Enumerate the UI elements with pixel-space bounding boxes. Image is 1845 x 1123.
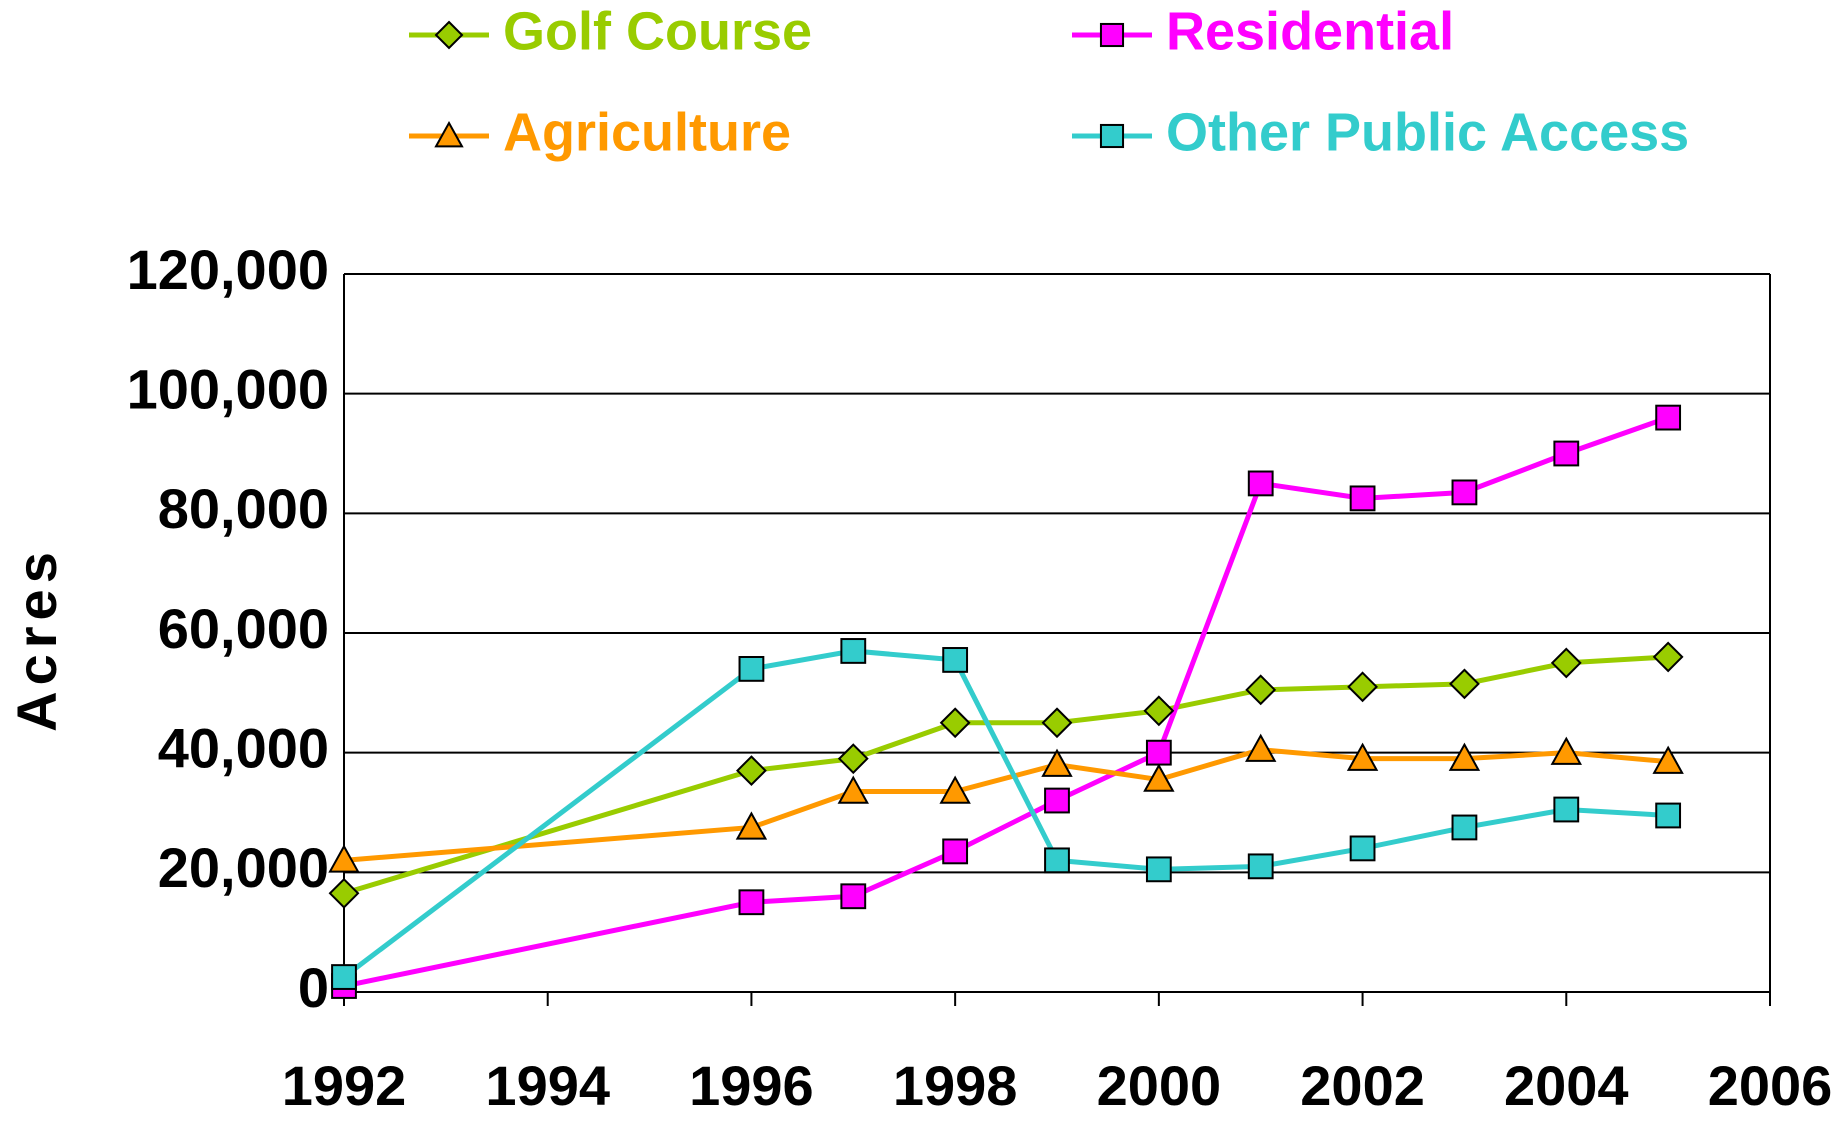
marker (837, 775, 869, 804)
marker (1652, 745, 1684, 774)
legend-label: Residential (1166, 1, 1454, 61)
marker (1347, 671, 1378, 703)
marker (1550, 736, 1582, 765)
marker (1550, 647, 1582, 679)
marker (1145, 856, 1172, 883)
marker (942, 647, 969, 673)
x-tick-label: 1994 (485, 1054, 610, 1117)
marker (1145, 739, 1172, 766)
marker (736, 755, 767, 787)
x-tick-label: 1992 (282, 1054, 407, 1117)
marker (1041, 748, 1073, 777)
marker (1044, 847, 1070, 874)
marker (939, 707, 971, 739)
marker (1245, 674, 1277, 706)
marker (1451, 479, 1478, 506)
marker (840, 883, 867, 910)
legend-marker (434, 120, 464, 148)
marker (1553, 440, 1580, 467)
legend-marker (434, 20, 464, 50)
y-tick-label: 100,000 (127, 357, 329, 420)
x-tick-label: 2004 (1504, 1054, 1629, 1117)
marker (1247, 853, 1274, 880)
legend-label: Other Public Access (1166, 102, 1689, 162)
marker (1245, 733, 1277, 762)
x-tick-label: 2000 (1097, 1054, 1222, 1117)
marker (1449, 668, 1480, 700)
x-tick-label: 2006 (1708, 1054, 1833, 1117)
marker (939, 775, 971, 804)
x-tick-label: 1998 (893, 1054, 1018, 1117)
marker (1349, 485, 1376, 512)
y-tick-label: 40,000 (158, 716, 329, 779)
marker (738, 889, 765, 916)
marker (1655, 404, 1682, 431)
marker (840, 638, 867, 664)
marker (1448, 742, 1481, 771)
legend-label: Golf Course (503, 1, 812, 61)
y-tick-label: 60,000 (158, 597, 329, 660)
y-axis-label: Acres (5, 546, 68, 732)
x-tick-label: 2002 (1300, 1054, 1425, 1117)
marker (738, 656, 765, 682)
marker (328, 877, 360, 909)
x-tick-label: 1996 (689, 1054, 814, 1117)
marker (1346, 742, 1379, 771)
marker (735, 811, 768, 840)
y-tick-label: 20,000 (158, 836, 329, 899)
marker (942, 838, 969, 865)
y-tick-label: 0 (298, 956, 329, 1019)
marker (1553, 796, 1580, 823)
marker (1044, 787, 1070, 814)
marker (1143, 695, 1175, 727)
marker (331, 964, 357, 990)
legend-marker (1099, 123, 1125, 149)
marker (1349, 835, 1376, 862)
marker (1451, 814, 1478, 841)
y-tick-label: 120,000 (127, 238, 329, 301)
marker (1652, 641, 1684, 673)
legend-label: Agriculture (503, 102, 791, 162)
series-line (342, 648, 1669, 980)
marker (837, 743, 869, 775)
marker (1247, 470, 1274, 497)
marker (1143, 763, 1175, 792)
y-tick-label: 80,000 (158, 477, 329, 540)
marker (1041, 707, 1073, 739)
legend-marker (1099, 22, 1125, 48)
marker (1655, 802, 1682, 829)
marker (328, 844, 360, 873)
